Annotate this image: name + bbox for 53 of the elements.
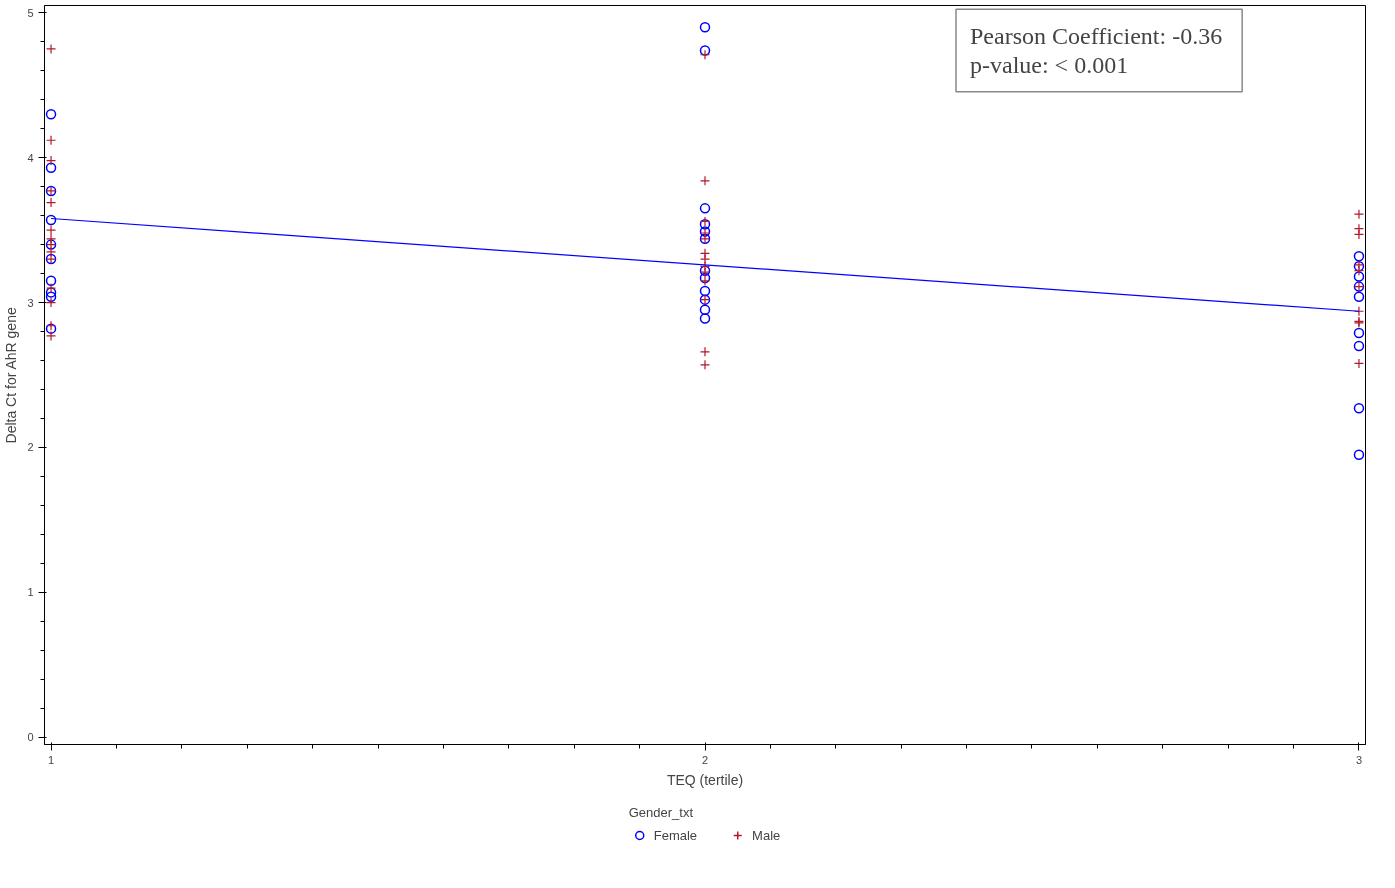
point [45,246,57,257]
legend-title: Gender_txt [628,805,695,820]
y-tick-label: 1 [27,586,34,599]
annotation: p-value: < 0.001 [969,51,1129,78]
point [1353,291,1365,302]
y-tick-label: 0 [27,731,34,744]
point [45,197,57,208]
y-tick-label: 3 [27,296,34,309]
y-tick-label: 4 [27,151,34,164]
point [699,45,711,56]
point [699,313,711,324]
y-axis-title: Delta Ct for AhR gene [3,307,20,444]
point [1353,403,1365,414]
point [699,253,711,265]
point [1353,250,1365,262]
point [1353,449,1365,460]
point [699,285,711,297]
point [1353,271,1365,282]
point [699,21,711,33]
legend-label: Female [653,827,698,843]
point [45,275,57,287]
point [1353,229,1365,240]
point [45,330,57,341]
legend-label: Male [752,827,781,843]
point [1353,265,1365,276]
point [45,297,57,308]
point [699,346,711,357]
point [45,43,57,55]
point [699,49,711,60]
point [45,108,57,120]
y-tick-label: 5 [27,6,34,19]
point [1353,209,1365,220]
point [45,155,57,166]
point [45,287,57,298]
y-tick-label: 2 [27,441,34,454]
point [699,175,711,186]
point [1353,340,1365,352]
point [45,162,57,174]
x-tick-label: 1 [47,753,55,766]
point [45,291,57,302]
point [699,203,711,214]
x-axis-title: TEQ (tertile) [666,771,744,788]
point [1353,358,1365,369]
point [699,359,711,370]
point [699,304,711,316]
point [45,225,57,236]
point [45,214,57,226]
point [45,135,57,146]
point [1353,327,1365,339]
x-tick-label: 2 [701,753,709,766]
x-tick-label: 3 [1355,753,1363,766]
point [45,282,57,294]
annotation: Pearson Coefficient: -0.36 [969,23,1223,50]
